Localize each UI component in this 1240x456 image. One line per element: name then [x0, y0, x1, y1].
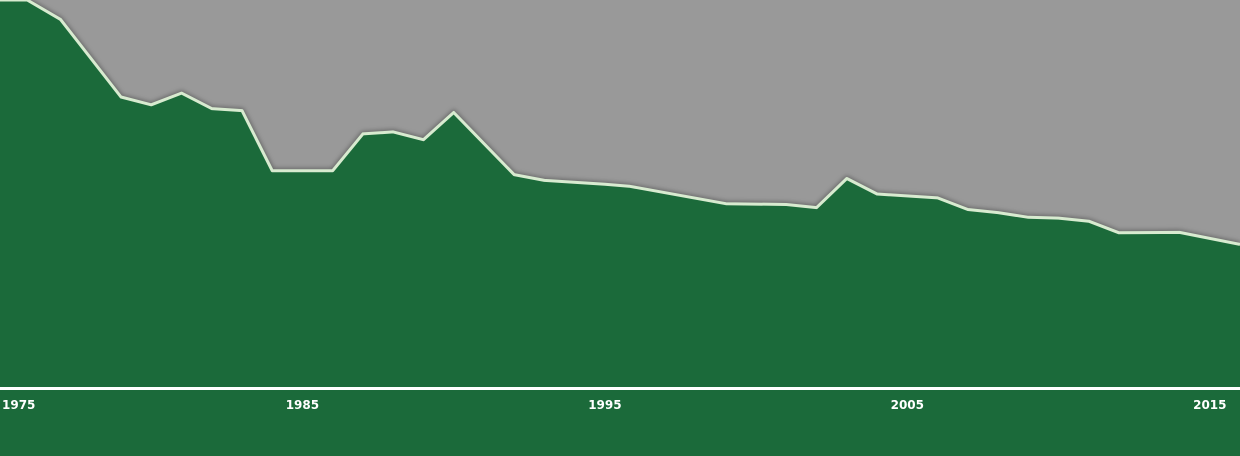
- data-point: [270, 169, 274, 173]
- x-tick-label: 1985: [286, 398, 319, 412]
- data-point: [1178, 230, 1182, 234]
- x-tick-label: 1975: [2, 398, 35, 412]
- series-line: [0, 0, 1240, 246]
- data-point: [936, 196, 940, 200]
- data-point: [875, 192, 879, 196]
- data-point: [512, 173, 516, 177]
- data-point: [1117, 231, 1121, 235]
- data-point: [1026, 215, 1030, 219]
- data-point: [421, 138, 425, 142]
- x-tick-label: 2005: [891, 398, 924, 412]
- data-point: [180, 91, 184, 95]
- data-point: [452, 111, 456, 115]
- data-point: [724, 202, 728, 206]
- x-tick-label: 2015: [1193, 398, 1226, 412]
- x-axis-ticks: 1975 1985 1995 2005 2015: [2, 398, 1227, 412]
- data-point: [1057, 216, 1061, 220]
- data-point: [59, 17, 63, 21]
- data-point: [966, 208, 970, 212]
- x-tick-label: 1995: [588, 398, 621, 412]
- data-point: [784, 203, 788, 207]
- data-point: [361, 132, 365, 136]
- data-point: [845, 177, 849, 181]
- data-point: [210, 107, 214, 111]
- data-point: [815, 206, 819, 210]
- data-point: [240, 109, 244, 113]
- data-point: [603, 182, 607, 186]
- data-point: [149, 103, 153, 107]
- data-point: [1087, 219, 1091, 223]
- data-point: [331, 169, 335, 173]
- data-point: [391, 130, 395, 134]
- data-point: [119, 95, 123, 99]
- data-point: [996, 211, 1000, 215]
- data-point: [542, 178, 546, 182]
- data-point: [627, 184, 631, 188]
- area-series: [0, 0, 1240, 388]
